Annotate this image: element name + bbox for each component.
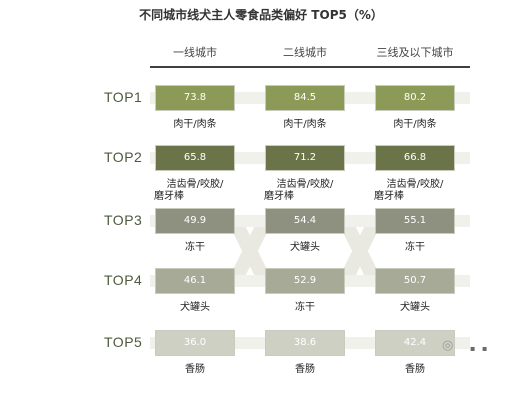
value-cell-r1-c3: 80.2 bbox=[375, 85, 455, 111]
value-cell-r4-c1: 46.1 bbox=[155, 268, 235, 294]
wechat-icon: ◎ bbox=[442, 338, 454, 353]
item-label-r2-c3: 洁齿骨/咬胶/磨牙棒 bbox=[374, 179, 444, 202]
value-cell-r5-c2: 38.6 bbox=[265, 330, 345, 356]
cross-line-2 bbox=[228, 217, 272, 285]
column-header-tier3: 三线及以下城市 bbox=[376, 46, 454, 59]
rank-label-4: TOP4 bbox=[104, 272, 143, 288]
value-cell-r1-c2: 84.5 bbox=[265, 85, 345, 111]
value-cell-r3-c3: 55.1 bbox=[375, 208, 455, 234]
rank-label-5: TOP5 bbox=[104, 334, 143, 350]
value-cell-r2-c3: 66.8 bbox=[375, 145, 455, 171]
value-cell-r1-c1: 73.8 bbox=[155, 85, 235, 111]
item-label-r4-c2: 冻干 bbox=[295, 302, 315, 313]
item-label-r5-c2: 香肠 bbox=[295, 364, 315, 375]
item-label-r2-c1: 洁齿骨/咬胶/磨牙棒 bbox=[154, 179, 224, 202]
item-label-r2-c2: 洁齿骨/咬胶/磨牙棒 bbox=[264, 179, 334, 202]
column-header-tier2: 二线城市 bbox=[283, 46, 327, 59]
item-label-r3-c1: 冻干 bbox=[185, 242, 205, 253]
chart-title: 不同城市线犬主人零食品类偏好 TOP5（%） bbox=[139, 8, 383, 22]
header-rule bbox=[150, 66, 470, 68]
value-cell-r3-c1: 49.9 bbox=[155, 208, 235, 234]
value-cell-r3-c2: 54.4 bbox=[265, 208, 345, 234]
value-cell-r4-c2: 52.9 bbox=[265, 268, 345, 294]
rank-label-1: TOP1 bbox=[104, 89, 143, 105]
value-cell-r2-c2: 71.2 bbox=[265, 145, 345, 171]
watermark-dots: ▪ ▪ bbox=[470, 344, 490, 353]
item-label-r1-c2: 肉干/肉条 bbox=[283, 119, 327, 130]
rank-label-2: TOP2 bbox=[104, 149, 143, 165]
value-cell-r2-c1: 65.8 bbox=[155, 145, 235, 171]
item-label-r1-c1: 肉干/肉条 bbox=[173, 119, 217, 130]
column-header-tier1: 一线城市 bbox=[173, 46, 217, 59]
value-cell-r5-c1: 36.0 bbox=[155, 330, 235, 356]
item-label-r5-c1: 香肠 bbox=[185, 364, 205, 375]
item-label-r1-c3: 肉干/肉条 bbox=[393, 119, 437, 130]
item-label-r4-c1: 犬罐头 bbox=[180, 302, 210, 313]
item-label-r4-c3: 犬罐头 bbox=[400, 302, 430, 313]
rank-label-3: TOP3 bbox=[104, 212, 143, 228]
item-label-r3-c3: 冻干 bbox=[405, 242, 425, 253]
item-label-r5-c3: 香肠 bbox=[405, 364, 425, 375]
value-cell-r5-c3: 42.4 bbox=[375, 330, 455, 356]
value-cell-r4-c3: 50.7 bbox=[375, 268, 455, 294]
cross-line-4 bbox=[338, 217, 382, 285]
item-label-r3-c2: 犬罐头 bbox=[290, 242, 320, 253]
